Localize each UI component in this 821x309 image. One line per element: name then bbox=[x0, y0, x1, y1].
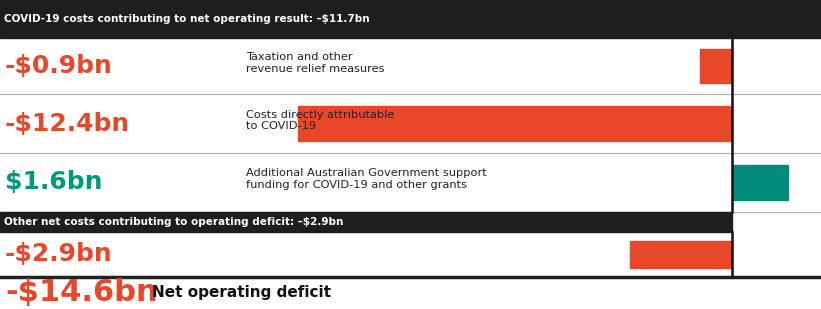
Text: -$14.6bn: -$14.6bn bbox=[5, 278, 158, 307]
Text: Additional Australian Government support
funding for COVID-19 and other grants: Additional Australian Government support… bbox=[246, 168, 487, 190]
Bar bbox=[732, 165, 787, 200]
Text: Other net costs contributing to operating deficit: –$2.9bn: Other net costs contributing to operatin… bbox=[4, 217, 343, 227]
Text: -$12.4bn: -$12.4bn bbox=[5, 112, 131, 136]
Bar bbox=[631, 241, 732, 268]
Bar bbox=[0, 212, 732, 232]
Bar bbox=[0, 0, 821, 38]
Text: Net operating deficit: Net operating deficit bbox=[152, 285, 331, 300]
Bar bbox=[700, 49, 732, 83]
Text: -$0.9bn: -$0.9bn bbox=[5, 54, 112, 78]
Text: Taxation and other
revenue relief measures: Taxation and other revenue relief measur… bbox=[246, 52, 385, 74]
Text: -$2.9bn: -$2.9bn bbox=[5, 243, 112, 266]
Text: COVID-19 costs contributing to net operating result: –$11.7bn: COVID-19 costs contributing to net opera… bbox=[4, 14, 369, 24]
Text: $1.6bn: $1.6bn bbox=[5, 170, 103, 194]
Text: Costs directly attributable
to COVID-19: Costs directly attributable to COVID-19 bbox=[246, 110, 395, 131]
Bar bbox=[298, 106, 732, 141]
